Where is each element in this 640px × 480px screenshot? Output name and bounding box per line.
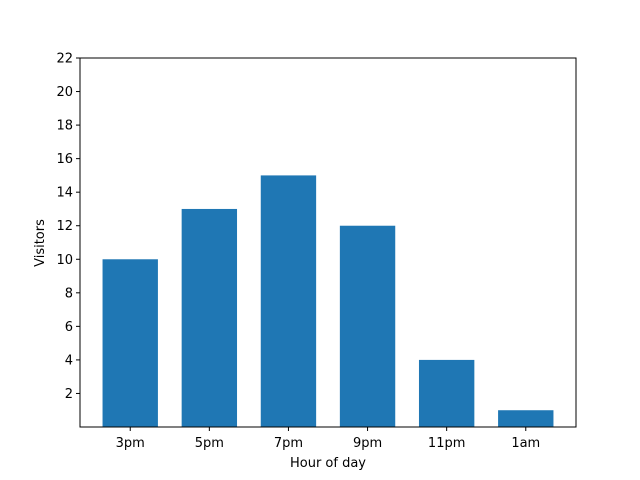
y-tick-label: 16 [56,152,73,167]
bar [260,175,317,427]
bar [181,208,238,427]
x-tick-label: 11pm [428,436,465,451]
y-tick-label: 18 [56,119,73,134]
y-tick-label: 2 [65,387,73,402]
y-tick-label: 10 [56,253,73,268]
y-tick-label: 8 [65,286,73,301]
bar [102,259,158,427]
bar [339,225,396,427]
y-axis-label: Visitors [33,219,48,267]
bar [498,410,554,427]
y-tick-label: 22 [56,52,73,67]
x-tick-label: 9pm [353,436,382,451]
plot-frame [79,57,577,428]
x-tick-label: 7pm [274,436,303,451]
x-axis-label: Hour of day [290,456,366,471]
y-tick-label: 4 [65,353,73,368]
y-tick-label: 20 [56,85,73,100]
x-tick-label: 1am [511,436,540,451]
y-tick-label: 12 [56,219,73,234]
y-tick-label: 14 [56,186,73,201]
bar [418,359,475,427]
y-tick-label: 6 [65,320,73,335]
x-tick-label: 5pm [195,436,224,451]
x-tick-label: 3pm [116,436,145,451]
